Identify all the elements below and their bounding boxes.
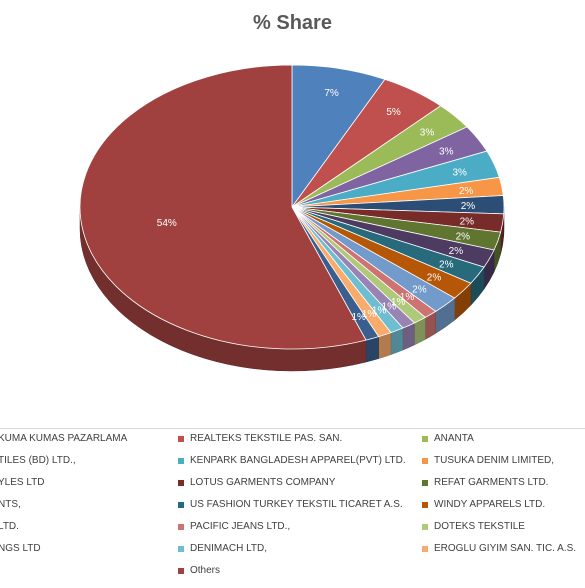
legend-label: TUSUKA DENIM LIMITED, <box>434 454 554 468</box>
legend-label: DOTEKS TEKSTILE <box>434 520 525 534</box>
legend-item: KUMA KUMAS PAZARLAMA <box>0 432 127 446</box>
legend-label: EROGLU GIYIM SAN. TIC. A.S. <box>434 542 576 556</box>
legend-swatch <box>178 568 184 574</box>
legend-swatch <box>178 502 184 508</box>
legend-item: TUSUKA DENIM LIMITED, <box>422 454 554 468</box>
legend-swatch <box>178 436 184 442</box>
data-label-7: 2% <box>461 201 476 212</box>
legend-item: KENPARK BANGLADESH APPAREL(PVT) LTD. <box>178 454 406 468</box>
pie-top <box>80 65 504 349</box>
legend-label: ANANTA <box>434 432 474 446</box>
legend-swatch <box>422 546 428 552</box>
legend-label: LTD. <box>0 520 19 534</box>
data-label-12: 2% <box>427 273 442 284</box>
pie-slice-side-19 <box>366 337 379 362</box>
data-label-1: 7% <box>324 88 339 99</box>
pie-chart: 7%5%3%3%3%2%2%2%2%2%2%2%2%1%1%1%1%1%1%54… <box>0 0 585 428</box>
legend-label: NTS, <box>0 498 21 512</box>
data-label-13: 2% <box>412 284 427 295</box>
legend-swatch <box>422 436 428 442</box>
data-label-6: 2% <box>459 186 474 197</box>
legend-swatch <box>178 546 184 552</box>
legend-item: EROGLU GIYIM SAN. TIC. A.S. <box>422 542 576 556</box>
legend-swatch <box>422 458 428 464</box>
legend-item: Others <box>178 564 220 578</box>
legend-item: WINDY APPARELS LTD. <box>422 498 545 512</box>
legend-item: YLES LTD <box>0 476 45 490</box>
data-label-11: 2% <box>439 260 454 271</box>
legend-label: REALTEKS TEKSTILE PAS. SAN. <box>190 432 342 446</box>
legend-item: TILES (BD) LTD., <box>0 454 76 468</box>
legend-label: LOTUS GARMENTS COMPANY <box>190 476 335 490</box>
legend-item: LOTUS GARMENTS COMPANY <box>178 476 335 490</box>
legend-item: REALTEKS TEKSTILE PAS. SAN. <box>178 432 342 446</box>
legend-item: DOTEKS TEKSTILE <box>422 520 525 534</box>
data-label-9: 2% <box>456 231 471 242</box>
legend-item: DENIMACH LTD, <box>178 542 267 556</box>
legend-item: US FASHION TURKEY TEKSTIL TICARET A.S. <box>178 498 403 512</box>
legend-swatch <box>422 524 428 530</box>
legend-label: . <box>0 564 1 578</box>
data-label-8: 2% <box>460 216 475 227</box>
legend-item: ANANTA <box>422 432 474 446</box>
legend-label: TILES (BD) LTD., <box>0 454 76 468</box>
legend-item: NGS LTD <box>0 542 41 556</box>
data-label-19: 1% <box>351 312 366 323</box>
legend-item: NTS, <box>0 498 21 512</box>
legend-item: REFAT GARMENTS LTD. <box>422 476 548 490</box>
legend-item: LTD. <box>0 520 19 534</box>
legend-label: NGS LTD <box>0 542 41 556</box>
legend-label: PACIFIC JEANS LTD., <box>190 520 290 534</box>
legend-swatch <box>178 458 184 464</box>
legend-item: PACIFIC JEANS LTD., <box>178 520 290 534</box>
legend-label: WINDY APPARELS LTD. <box>434 498 545 512</box>
data-label-5: 3% <box>452 167 467 178</box>
chart-legend: KUMA KUMAS PAZARLAMA REALTEKS TEKSTILE PA… <box>0 428 585 588</box>
data-label-2: 5% <box>386 107 401 118</box>
legend-label: YLES LTD <box>0 476 45 490</box>
legend-swatch <box>178 480 184 486</box>
legend-label: Others <box>190 564 220 578</box>
legend-swatch <box>422 480 428 486</box>
legend-item: . <box>0 564 1 578</box>
legend-swatch <box>422 502 428 508</box>
data-label-20: 54% <box>157 218 177 229</box>
legend-label: KENPARK BANGLADESH APPAREL(PVT) LTD. <box>190 454 406 468</box>
legend-swatch <box>178 524 184 530</box>
data-label-3: 3% <box>420 127 435 138</box>
legend-label: REFAT GARMENTS LTD. <box>434 476 548 490</box>
legend-label: KUMA KUMAS PAZARLAMA <box>0 432 127 446</box>
data-label-4: 3% <box>439 146 454 157</box>
pie-slice-side-18 <box>379 333 391 359</box>
legend-label: DENIMACH LTD, <box>190 542 267 556</box>
legend-label: US FASHION TURKEY TEKSTIL TICARET A.S. <box>190 498 403 512</box>
data-label-10: 2% <box>449 246 464 257</box>
